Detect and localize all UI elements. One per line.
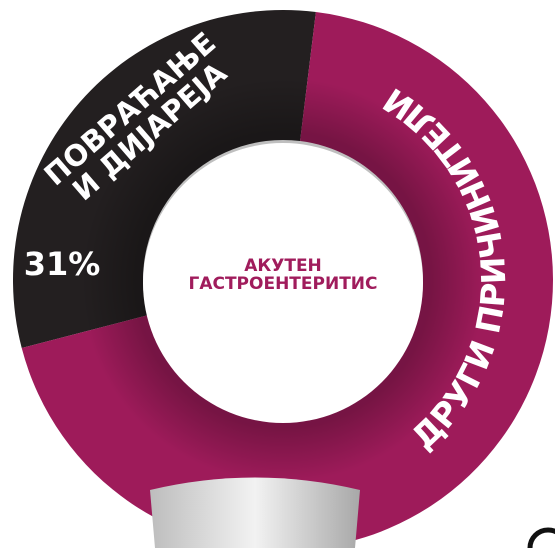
center-label: АКУТЕН ГАСТРОЕНТЕРИТИС bbox=[178, 258, 388, 294]
cup-decoration bbox=[150, 478, 360, 548]
value-label: 31% bbox=[24, 245, 101, 283]
icon-decoration bbox=[530, 530, 555, 548]
infographic: 31%ДРУГИ ПРИЧИНИТЕЛИ ПОВРАЋАЊЕ И ДИЈАРЕЈ… bbox=[0, 0, 555, 548]
